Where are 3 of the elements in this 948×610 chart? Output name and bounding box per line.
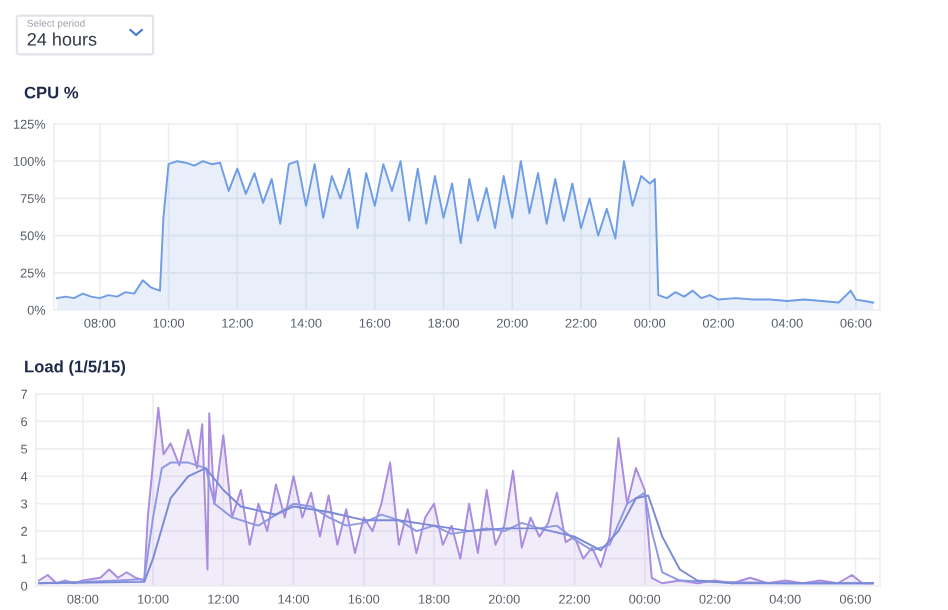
chart-title: Load (1/5/15) — [25, 360, 126, 376]
chart-title: CPU % — [24, 86, 79, 99]
text: 24 hours — [27, 32, 97, 46]
